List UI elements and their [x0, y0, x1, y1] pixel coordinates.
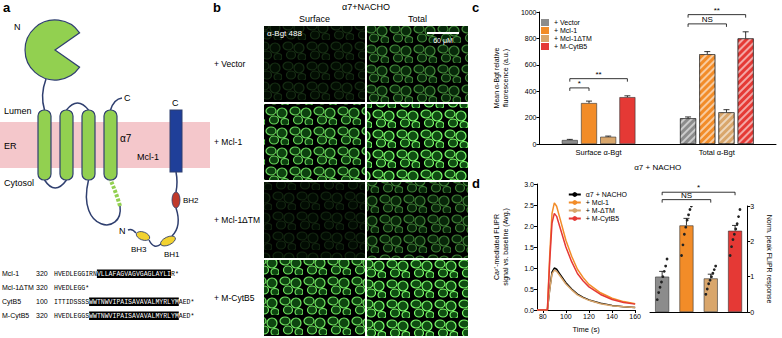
- svg-text:fluorescence (a.u.): fluorescence (a.u.): [502, 49, 510, 107]
- svg-text:+ M-CytB5: + M-CytB5: [214, 293, 255, 303]
- svg-text:1000: 1000: [521, 9, 537, 16]
- svg-text:NS: NS: [702, 15, 713, 24]
- html-text:c: c: [472, 0, 480, 15]
- svg-text:Time (s): Time (s): [572, 325, 600, 334]
- svg-text:+ Vector: + Vector: [554, 19, 581, 26]
- svg-text:N: N: [14, 22, 21, 32]
- svg-text:α7 + NACHO: α7 + NACHO: [586, 191, 628, 198]
- svg-text:Mcl-1ΔTM: Mcl-1ΔTM: [2, 284, 34, 291]
- svg-text:60 μM: 60 μM: [433, 37, 453, 45]
- svg-text:**: **: [595, 70, 601, 79]
- svg-text:2.5: 2.5: [524, 202, 534, 209]
- svg-text:Norm. peak FLIPR response: Norm. peak FLIPR response: [765, 215, 773, 304]
- svg-text:80: 80: [539, 313, 547, 320]
- svg-text:BH2: BH2: [183, 196, 199, 205]
- svg-text:C: C: [172, 98, 179, 108]
- svg-text:0.0: 0.0: [524, 307, 534, 314]
- svg-text:+ M-CytB5: + M-CytB5: [586, 215, 619, 223]
- svg-text:Cytosol: Cytosol: [4, 178, 34, 188]
- svg-text:1.5: 1.5: [524, 244, 534, 251]
- svg-text:+ Vector: + Vector: [214, 59, 246, 69]
- svg-text:200: 200: [525, 114, 537, 121]
- svg-text:3.0: 3.0: [524, 181, 534, 188]
- svg-text:NS: NS: [680, 190, 692, 200]
- svg-text:α7+NACHO: α7+NACHO: [342, 2, 390, 12]
- svg-text:160: 160: [629, 313, 641, 320]
- svg-text:+ M-CytB5: + M-CytB5: [554, 43, 587, 51]
- svg-text:+ Mcl-1ΔTM: + Mcl-1ΔTM: [554, 35, 592, 42]
- svg-text:140: 140: [606, 313, 618, 320]
- html-text:a: a: [3, 0, 11, 15]
- svg-text:CytB5: CytB5: [2, 298, 21, 306]
- svg-text:0: 0: [750, 309, 754, 316]
- svg-text:Surface α-Bgt: Surface α-Bgt: [576, 148, 623, 157]
- svg-text:100: 100: [560, 313, 572, 320]
- svg-text:+ Mcl-1: + Mcl-1: [214, 137, 242, 147]
- svg-text:Surface: Surface: [299, 14, 330, 24]
- svg-text:α-Bgt 488: α-Bgt 488: [267, 29, 302, 38]
- svg-text:HVEDLEGGS: HVEDLEGGS: [54, 313, 89, 320]
- svg-text:320: 320: [36, 312, 48, 319]
- svg-text:0: 0: [533, 141, 537, 148]
- svg-text:2.0: 2.0: [524, 223, 534, 230]
- svg-text:+ Mcl-1: + Mcl-1: [554, 27, 577, 34]
- svg-text:AED*: AED*: [179, 313, 195, 320]
- svg-text:ER: ER: [4, 141, 17, 151]
- html-text:d: d: [472, 176, 480, 191]
- svg-text:100: 100: [36, 298, 48, 305]
- svg-text:2: 2: [750, 238, 754, 245]
- svg-text:1: 1: [750, 273, 754, 280]
- svg-text:R*: R*: [171, 271, 179, 278]
- svg-text:Mean α-Bgt relative: Mean α-Bgt relative: [493, 47, 501, 108]
- svg-text:3: 3: [750, 203, 754, 210]
- svg-text:0.5: 0.5: [524, 286, 534, 293]
- svg-text:Total: Total: [408, 14, 427, 24]
- svg-text:VLLAFAGVAGVGAGLAYLI: VLLAFAGVAGVGAGLAYLI: [97, 271, 171, 278]
- svg-text:*: *: [578, 79, 581, 88]
- svg-text:Lumen: Lumen: [4, 106, 32, 116]
- svg-text:Total α-Bgt: Total α-Bgt: [699, 148, 736, 157]
- svg-text:1.0: 1.0: [524, 265, 534, 272]
- svg-text:BH3: BH3: [131, 245, 147, 254]
- svg-text:α7: α7: [120, 133, 132, 144]
- svg-text:HVEDLEGG*: HVEDLEGG*: [54, 285, 89, 292]
- svg-text:ITTIDSSSS: ITTIDSSSS: [54, 299, 89, 306]
- svg-text:AED*: AED*: [179, 299, 195, 306]
- svg-text:α7 + NACHO: α7 + NACHO: [634, 163, 681, 172]
- html-text:b: b: [213, 0, 221, 15]
- svg-text:Ca²⁺-mediated FLIPR: Ca²⁺-mediated FLIPR: [493, 214, 500, 280]
- svg-text:320: 320: [36, 270, 48, 277]
- svg-text:N: N: [119, 226, 126, 236]
- svg-text:320: 320: [36, 284, 48, 291]
- svg-text:HVEDLEGGIRN: HVEDLEGGIRN: [54, 271, 97, 278]
- svg-text:120: 120: [583, 313, 595, 320]
- svg-text:+ Mcl-1ΔTM: + Mcl-1ΔTM: [214, 215, 260, 225]
- svg-text:BH1: BH1: [164, 250, 180, 259]
- svg-text:**: **: [714, 6, 720, 15]
- svg-text:M-CytB5: M-CytB5: [2, 312, 29, 320]
- svg-text:800: 800: [525, 35, 537, 42]
- svg-text:WWTNWVIPAISAVAVALMYRLYM: WWTNWVIPAISAVAVALMYRLYM: [89, 299, 179, 306]
- svg-text:+ M-ΔTM: + M-ΔTM: [586, 207, 615, 214]
- svg-text:C: C: [124, 93, 131, 103]
- svg-text:WWTNWVIPAISAVAVALMYRLYM: WWTNWVIPAISAVAVALMYRLYM: [89, 313, 179, 320]
- svg-text:*: *: [697, 183, 700, 192]
- svg-text:signal vs. baseline (Avg.): signal vs. baseline (Avg.): [502, 208, 510, 286]
- svg-text:+ Mcl-1: + Mcl-1: [586, 199, 609, 206]
- svg-text:600: 600: [525, 61, 537, 68]
- svg-text:400: 400: [525, 88, 537, 95]
- svg-text:Mcl-1: Mcl-1: [2, 270, 19, 277]
- svg-text:Mcl-1: Mcl-1: [137, 152, 159, 162]
